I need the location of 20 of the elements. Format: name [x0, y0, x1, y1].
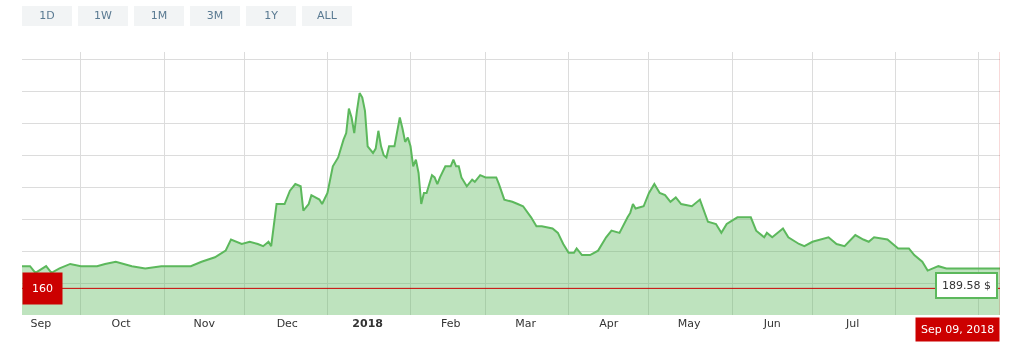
x-tick-label: Mar: [515, 317, 537, 330]
x-tick-label: Dec: [276, 317, 298, 330]
x-tick-label: 2018: [352, 317, 383, 330]
range-button: ALL: [302, 6, 352, 26]
x-tick-label: Jul: [844, 317, 860, 330]
x-tick-label: Sep: [30, 317, 52, 330]
x-tick-label: Feb: [440, 317, 461, 330]
x-tick-label: Oct: [111, 317, 132, 330]
range-button: 1Y: [246, 6, 296, 26]
range-button: 1M: [134, 6, 184, 26]
range-button: 3M: [190, 6, 240, 26]
annotation: 189.58 $: [942, 279, 991, 292]
x-tick-label: Apr: [599, 317, 619, 330]
range-button: 1W: [78, 6, 128, 26]
range-button: 1D: [22, 6, 72, 26]
x-tick-label: May: [677, 317, 702, 330]
x-tick-label: Nov: [193, 317, 216, 330]
ref-line-label: Sep 09, 2018: [921, 323, 995, 336]
x-tick-label: Jun: [762, 317, 781, 330]
annotation: 160: [32, 282, 53, 295]
